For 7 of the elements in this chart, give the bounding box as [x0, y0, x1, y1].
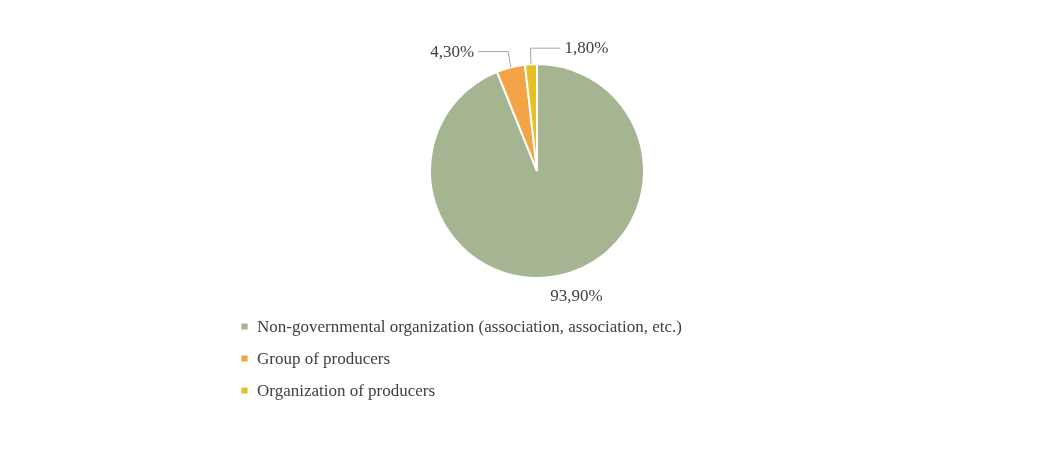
legend-label: Organization of producers	[257, 380, 436, 400]
data-label: 4,30%	[430, 41, 475, 61]
data-label: 1,80%	[564, 38, 609, 58]
pie-slice	[429, 63, 645, 279]
legend-label: Non-governmental organization (association, association, etc.)	[257, 316, 683, 336]
data-label: 93,90%	[550, 285, 603, 305]
legend-label: Group of producers	[257, 348, 391, 368]
